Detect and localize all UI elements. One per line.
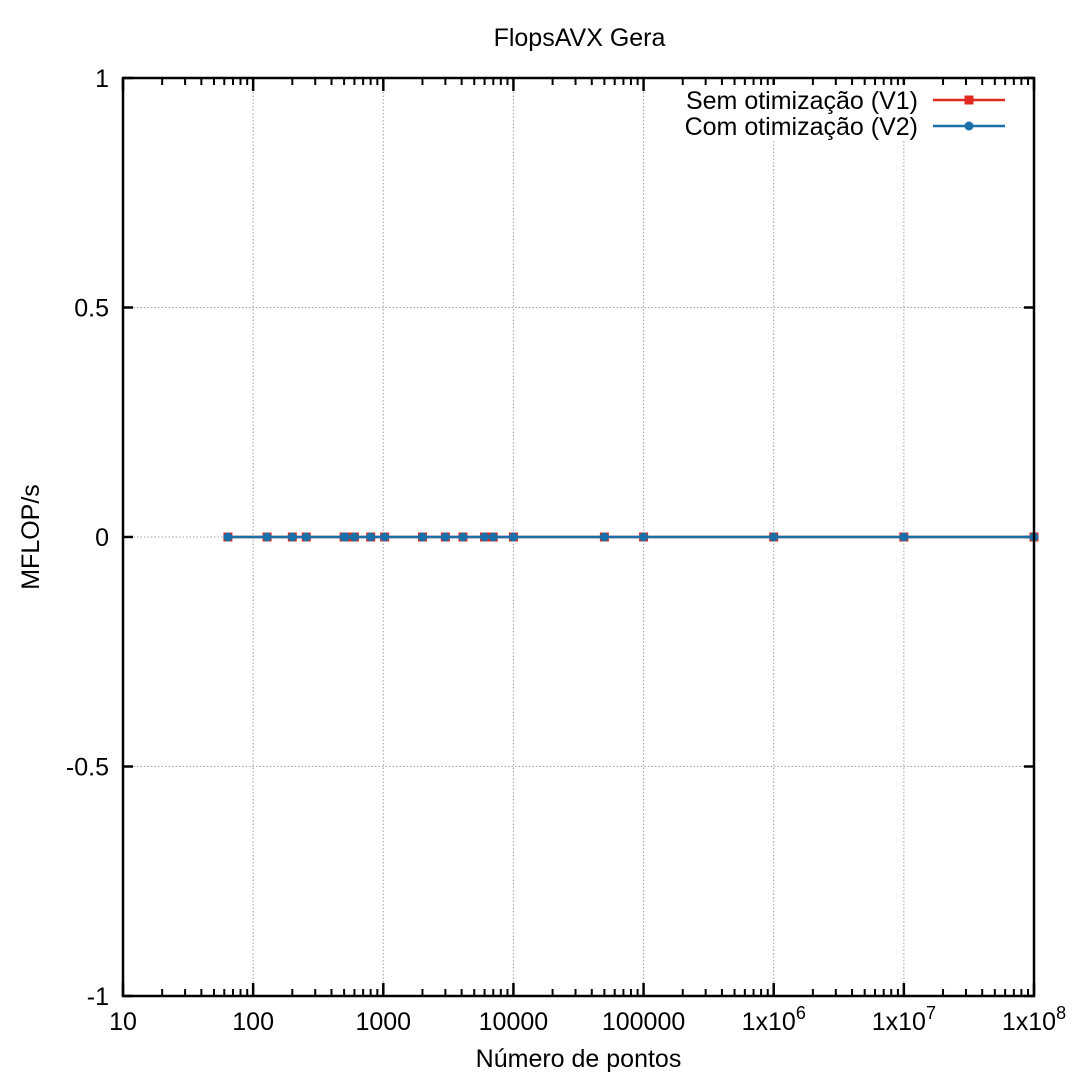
chart-title: FlopsAVX Gera: [494, 24, 666, 52]
data-point: [301, 532, 311, 542]
y-axis-label: MFLOP/s: [17, 484, 45, 590]
x-tick-label: 1x106: [742, 1003, 806, 1036]
y-tick-label: -1: [87, 983, 109, 1011]
y-tick-label: 0.5: [74, 295, 109, 323]
x-axis-label: Número de pontos: [476, 1045, 682, 1073]
x-tick-label: 100000: [602, 1008, 685, 1036]
tick-labels: 1 0.5 0 -0.5 -110 100 1000 10000 100000 1x106 1x10…: [66, 65, 1066, 1036]
y-tick-label: 0: [95, 524, 109, 552]
legend-marker: [964, 95, 974, 105]
legend-label: Com otimização (V2): [685, 113, 918, 141]
legend-marker: [964, 121, 974, 131]
legend-item-2: Com otimização (V2): [685, 113, 1005, 141]
data-point: [458, 532, 468, 542]
y-tick-label: 1: [95, 65, 109, 93]
data-point: [223, 532, 233, 542]
legend: Sem otimização (V1)Com otimização (V2): [685, 87, 1005, 141]
data-point: [417, 532, 427, 542]
data-point: [287, 532, 297, 542]
data-point: [599, 532, 609, 542]
series-layer: [223, 532, 1039, 542]
legend-item-1: Sem otimização (V1): [686, 87, 1005, 115]
x-tick-label: 1000: [355, 1008, 411, 1036]
data-point: [769, 532, 779, 542]
x-tick-label: 1x107: [872, 1003, 936, 1036]
data-point: [508, 532, 518, 542]
x-tick-label: 100: [232, 1008, 274, 1036]
x-tick-label: 10: [109, 1008, 137, 1036]
series-2: [223, 532, 1039, 542]
data-point: [488, 532, 498, 542]
x-tick-label: 1x108: [1002, 1003, 1066, 1036]
data-point: [340, 532, 350, 542]
data-point: [366, 532, 376, 542]
legend-label: Sem otimização (V1): [686, 87, 918, 115]
data-point: [262, 532, 272, 542]
legend-background: [660, 85, 1020, 141]
data-point: [899, 532, 909, 542]
data-point: [480, 532, 490, 542]
data-point: [639, 532, 649, 542]
data-point: [380, 532, 390, 542]
y-tick-label: -0.5: [66, 754, 109, 782]
data-point: [349, 532, 359, 542]
plot-frame: [121, 76, 1036, 998]
data-point: [440, 532, 450, 542]
x-tick-label: 10000: [479, 1008, 549, 1036]
